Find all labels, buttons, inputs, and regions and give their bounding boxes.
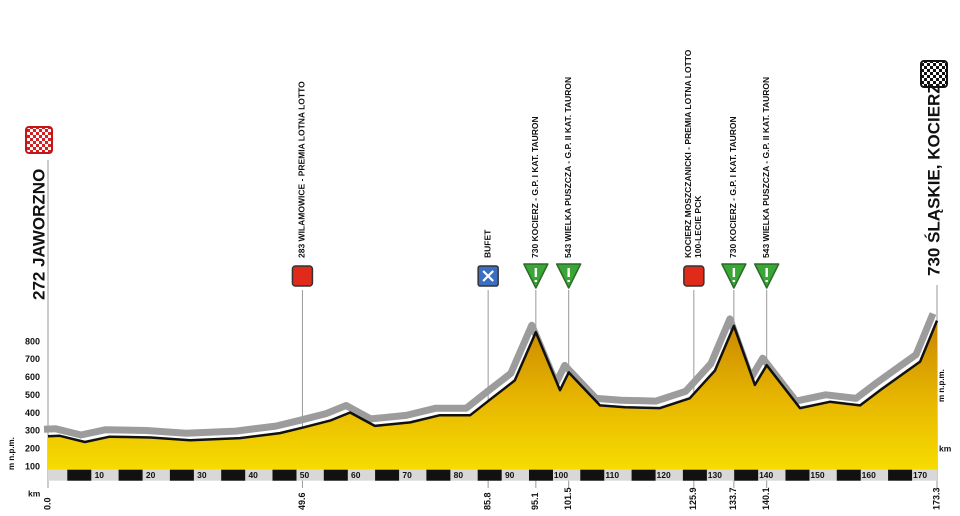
x-tick-label: 130 [708,470,722,480]
profile-area [48,320,937,470]
marker-label: KOCIERZ MOSZCZANICKI - PREMIA LOTNA LOTT… [683,49,693,258]
marker-icon [753,263,780,289]
x-tick-label: 50 [300,470,310,480]
sprint-icon [291,265,314,287]
x-tick-label: 10 [95,470,105,480]
x-tick-label: 150 [810,470,824,480]
km-label: 0.0 [42,497,52,510]
km-segment [272,469,297,481]
marker-label: BUFET [482,229,492,258]
profile-line [47,320,939,444]
y-tick-label: 300 [25,426,40,436]
km-segment [785,469,810,481]
marker-icon [683,265,705,287]
km-segment [631,469,656,481]
x-tick-label: 30 [197,470,207,480]
km-segment [67,469,92,481]
marker-icon [721,263,747,289]
sprint-icon [683,265,705,287]
x-tick-label: 20 [146,470,156,480]
km-label: 85.8 [483,492,493,510]
km-segment [221,469,246,481]
km-label: 95.1 [530,492,540,510]
x-tick-label: 160 [862,470,876,480]
km-segment [375,469,400,481]
y-tick-label: 800 [25,336,40,346]
km-segment [580,469,605,481]
x-tick-label: 40 [248,470,258,480]
marker-label: 730 KOCIERZ - G.P. I KAT. TAURON [728,116,738,258]
marker-label: 100-LECIE PCK [693,195,703,258]
km-segment [169,469,194,481]
km-segment [426,469,451,481]
marker-label: 543 WIELKA PUSZCZA - G.P. II KAT. TAURON [563,77,573,258]
start-label: 272 JAWORZNO [29,169,48,300]
x-axis-label: km [28,488,41,498]
x-tick-label: 60 [351,470,361,480]
km-segment [734,469,759,481]
km-segment [477,469,502,481]
start-flag [25,126,53,154]
km-segment [323,469,348,481]
km-segment [118,469,143,481]
km-label: 140.1 [761,487,771,510]
marker-icon [477,265,499,287]
y-tick-label: 200 [25,444,40,454]
feed-cross [482,270,494,282]
km-segment [888,469,913,481]
x-tick-label: 170 [913,470,927,480]
x-axis-label: km [939,443,952,453]
km-label: 49.6 [297,492,307,510]
finish-flag [920,60,948,88]
marker-icon [291,265,314,287]
x-tick-label: 70 [402,470,412,480]
y-axis-label: m n.p.m. [937,369,946,402]
marker-label: 730 KOCIERZ - G.P. I KAT. TAURON [530,116,540,258]
km-segment [528,469,553,481]
y-tick-label: 500 [25,390,40,400]
km-segment [836,469,861,481]
y-tick-label: 100 [25,461,40,471]
x-tick-label: 120 [656,470,670,480]
finish-label: 730 ŚLĄSKIE, KOCIERZ [924,83,943,276]
x-tick-label: 100 [554,470,568,480]
x-tick-label: 80 [454,470,464,480]
km-label: 101.5 [563,487,573,510]
marker-icon [523,263,549,289]
marker-label: 283 WILAMOWICE - PREMIA LOTNA LOTTO [297,81,307,258]
km-segment [682,469,707,481]
y-axis-label: m n.p.m. [7,437,16,470]
marker-icon [555,263,582,289]
km-label: 133.7 [728,487,738,510]
km-label: 173.3 [931,487,941,510]
x-tick-label: 110 [605,470,619,480]
y-tick-label: 400 [25,408,40,418]
x-tick-label: 140 [759,470,773,480]
km-label: 125.9 [688,487,698,510]
y-tick-label: 600 [25,372,40,382]
y-tick-label: 700 [25,354,40,364]
marker-label: 543 WIELKA PUSZCZA - G.P. II KAT. TAURON [761,77,771,258]
x-tick-label: 90 [505,470,515,480]
